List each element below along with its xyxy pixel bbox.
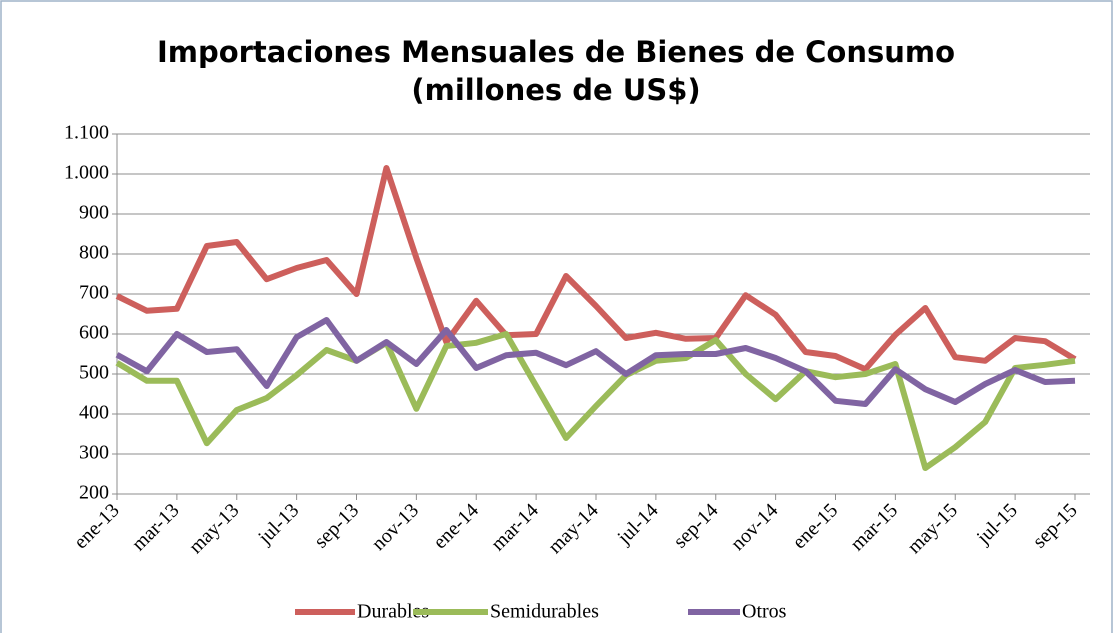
chart-title: Importaciones Mensuales de Bienes de Con…	[157, 35, 955, 69]
y-tick-label: 500	[79, 362, 109, 384]
series-line	[115, 317, 1076, 407]
y-tick-label: 1.100	[64, 122, 109, 144]
chart-title: (millones de US$)	[411, 73, 700, 107]
y-tick-label: 700	[79, 282, 109, 304]
series-line	[115, 165, 1077, 373]
legend-label: Durables	[357, 601, 429, 623]
legend-label: Semidurables	[490, 601, 599, 623]
y-tick-label: 800	[79, 242, 109, 264]
y-tick-label: 1.000	[64, 162, 109, 184]
series-line	[115, 331, 1076, 471]
y-tick-label: 300	[79, 442, 109, 464]
legend-label: Otros	[742, 601, 787, 623]
y-tick-label: 400	[79, 402, 109, 424]
y-tick-label: 200	[79, 482, 109, 504]
y-tick-label: 600	[79, 322, 109, 344]
y-tick-label: 900	[79, 202, 109, 224]
